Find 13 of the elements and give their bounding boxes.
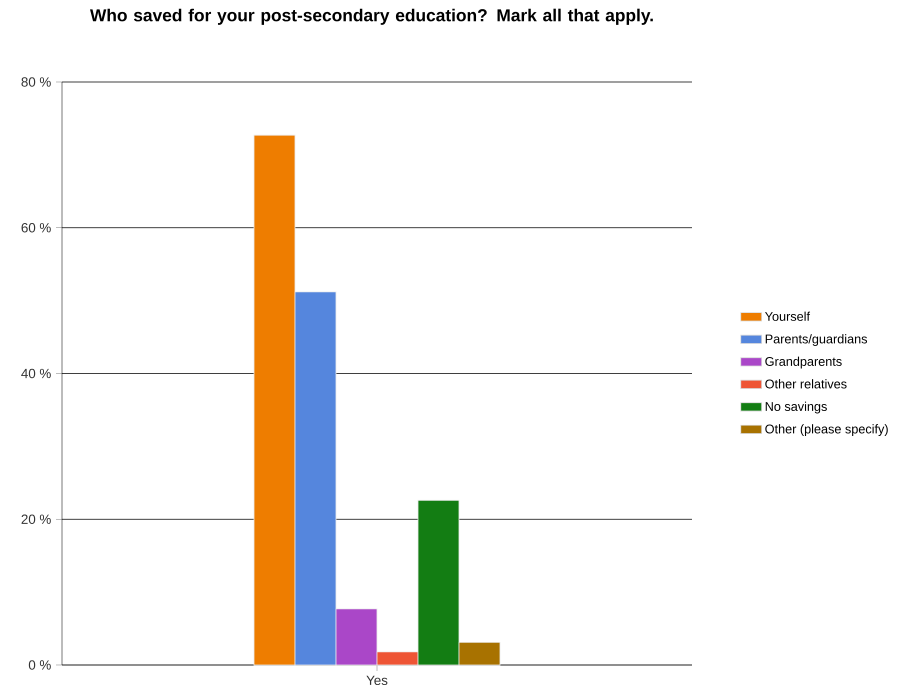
legend-label: No savings [766, 402, 827, 414]
y-tick-label: 60 % [22, 223, 51, 232]
legend-label: Yourself [764, 312, 810, 321]
legend-label: Parents/guardians [766, 334, 868, 346]
legend-label: Other relatives [765, 379, 847, 388]
y-tick-label: 40 % [21, 368, 51, 378]
x-tick-label: Yes [366, 676, 388, 685]
legend-label: Grandparents [765, 356, 842, 368]
y-tick-label: 80 % [21, 77, 51, 87]
chart-title: Who saved for your post-secondary education? Mark all that apply. [90, 8, 653, 25]
y-tick-label: 20 % [22, 514, 51, 524]
y-tick-label: 0 % [28, 660, 51, 670]
legend-label: Other (please specify) [765, 424, 888, 436]
